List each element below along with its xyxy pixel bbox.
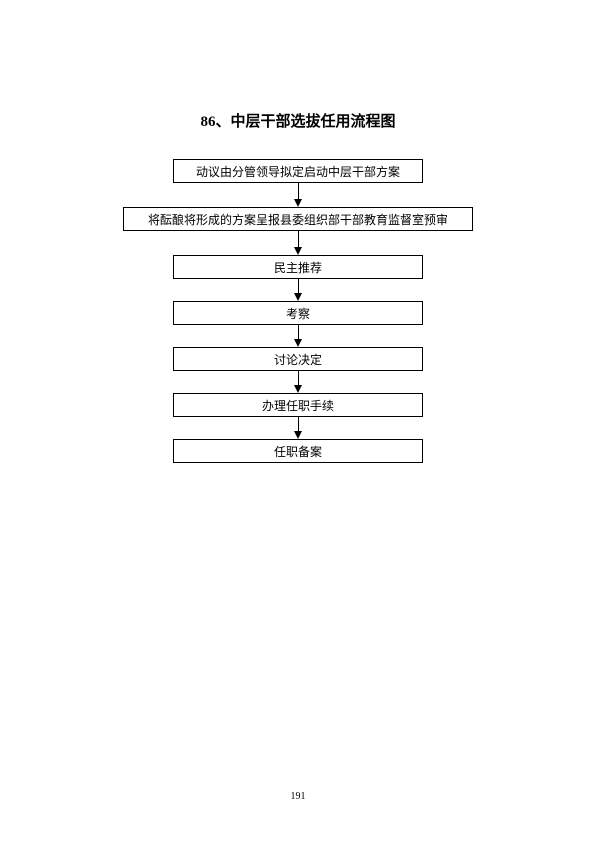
arrow-head-icon <box>294 247 302 255</box>
flowchart-node: 考察 <box>173 301 423 325</box>
arrow-line <box>298 183 299 199</box>
page-title: 86、中层干部选拔任用流程图 <box>0 110 596 131</box>
flowchart-node: 民主推荐 <box>173 255 423 279</box>
flowchart-arrow <box>294 325 302 347</box>
arrow-head-icon <box>294 293 302 301</box>
flowchart-node: 将酝酿将形成的方案呈报县委组织部干部教育监督室预审 <box>123 207 473 231</box>
arrow-head-icon <box>294 431 302 439</box>
flowchart-arrow <box>294 417 302 439</box>
arrow-head-icon <box>294 199 302 207</box>
flowchart-node: 讨论决定 <box>173 347 423 371</box>
arrow-head-icon <box>294 339 302 347</box>
flowchart-node: 动议由分管领导拟定启动中层干部方案 <box>173 159 423 183</box>
flowchart-node: 任职备案 <box>173 439 423 463</box>
flowchart-arrow <box>294 371 302 393</box>
flowchart-container: 动议由分管领导拟定启动中层干部方案将酝酿将形成的方案呈报县委组织部干部教育监督室… <box>0 159 596 463</box>
flowchart-arrow <box>294 183 302 207</box>
arrow-line <box>298 279 299 293</box>
arrow-head-icon <box>294 385 302 393</box>
flowchart-arrow <box>294 279 302 301</box>
arrow-line <box>298 417 299 431</box>
arrow-line <box>298 325 299 339</box>
page-number: 191 <box>0 791 596 802</box>
arrow-line <box>298 231 299 247</box>
document-page: 86、中层干部选拔任用流程图 动议由分管领导拟定启动中层干部方案将酝酿将形成的方… <box>0 0 596 842</box>
arrow-line <box>298 371 299 385</box>
flowchart-arrow <box>294 231 302 255</box>
flowchart-node: 办理任职手续 <box>173 393 423 417</box>
